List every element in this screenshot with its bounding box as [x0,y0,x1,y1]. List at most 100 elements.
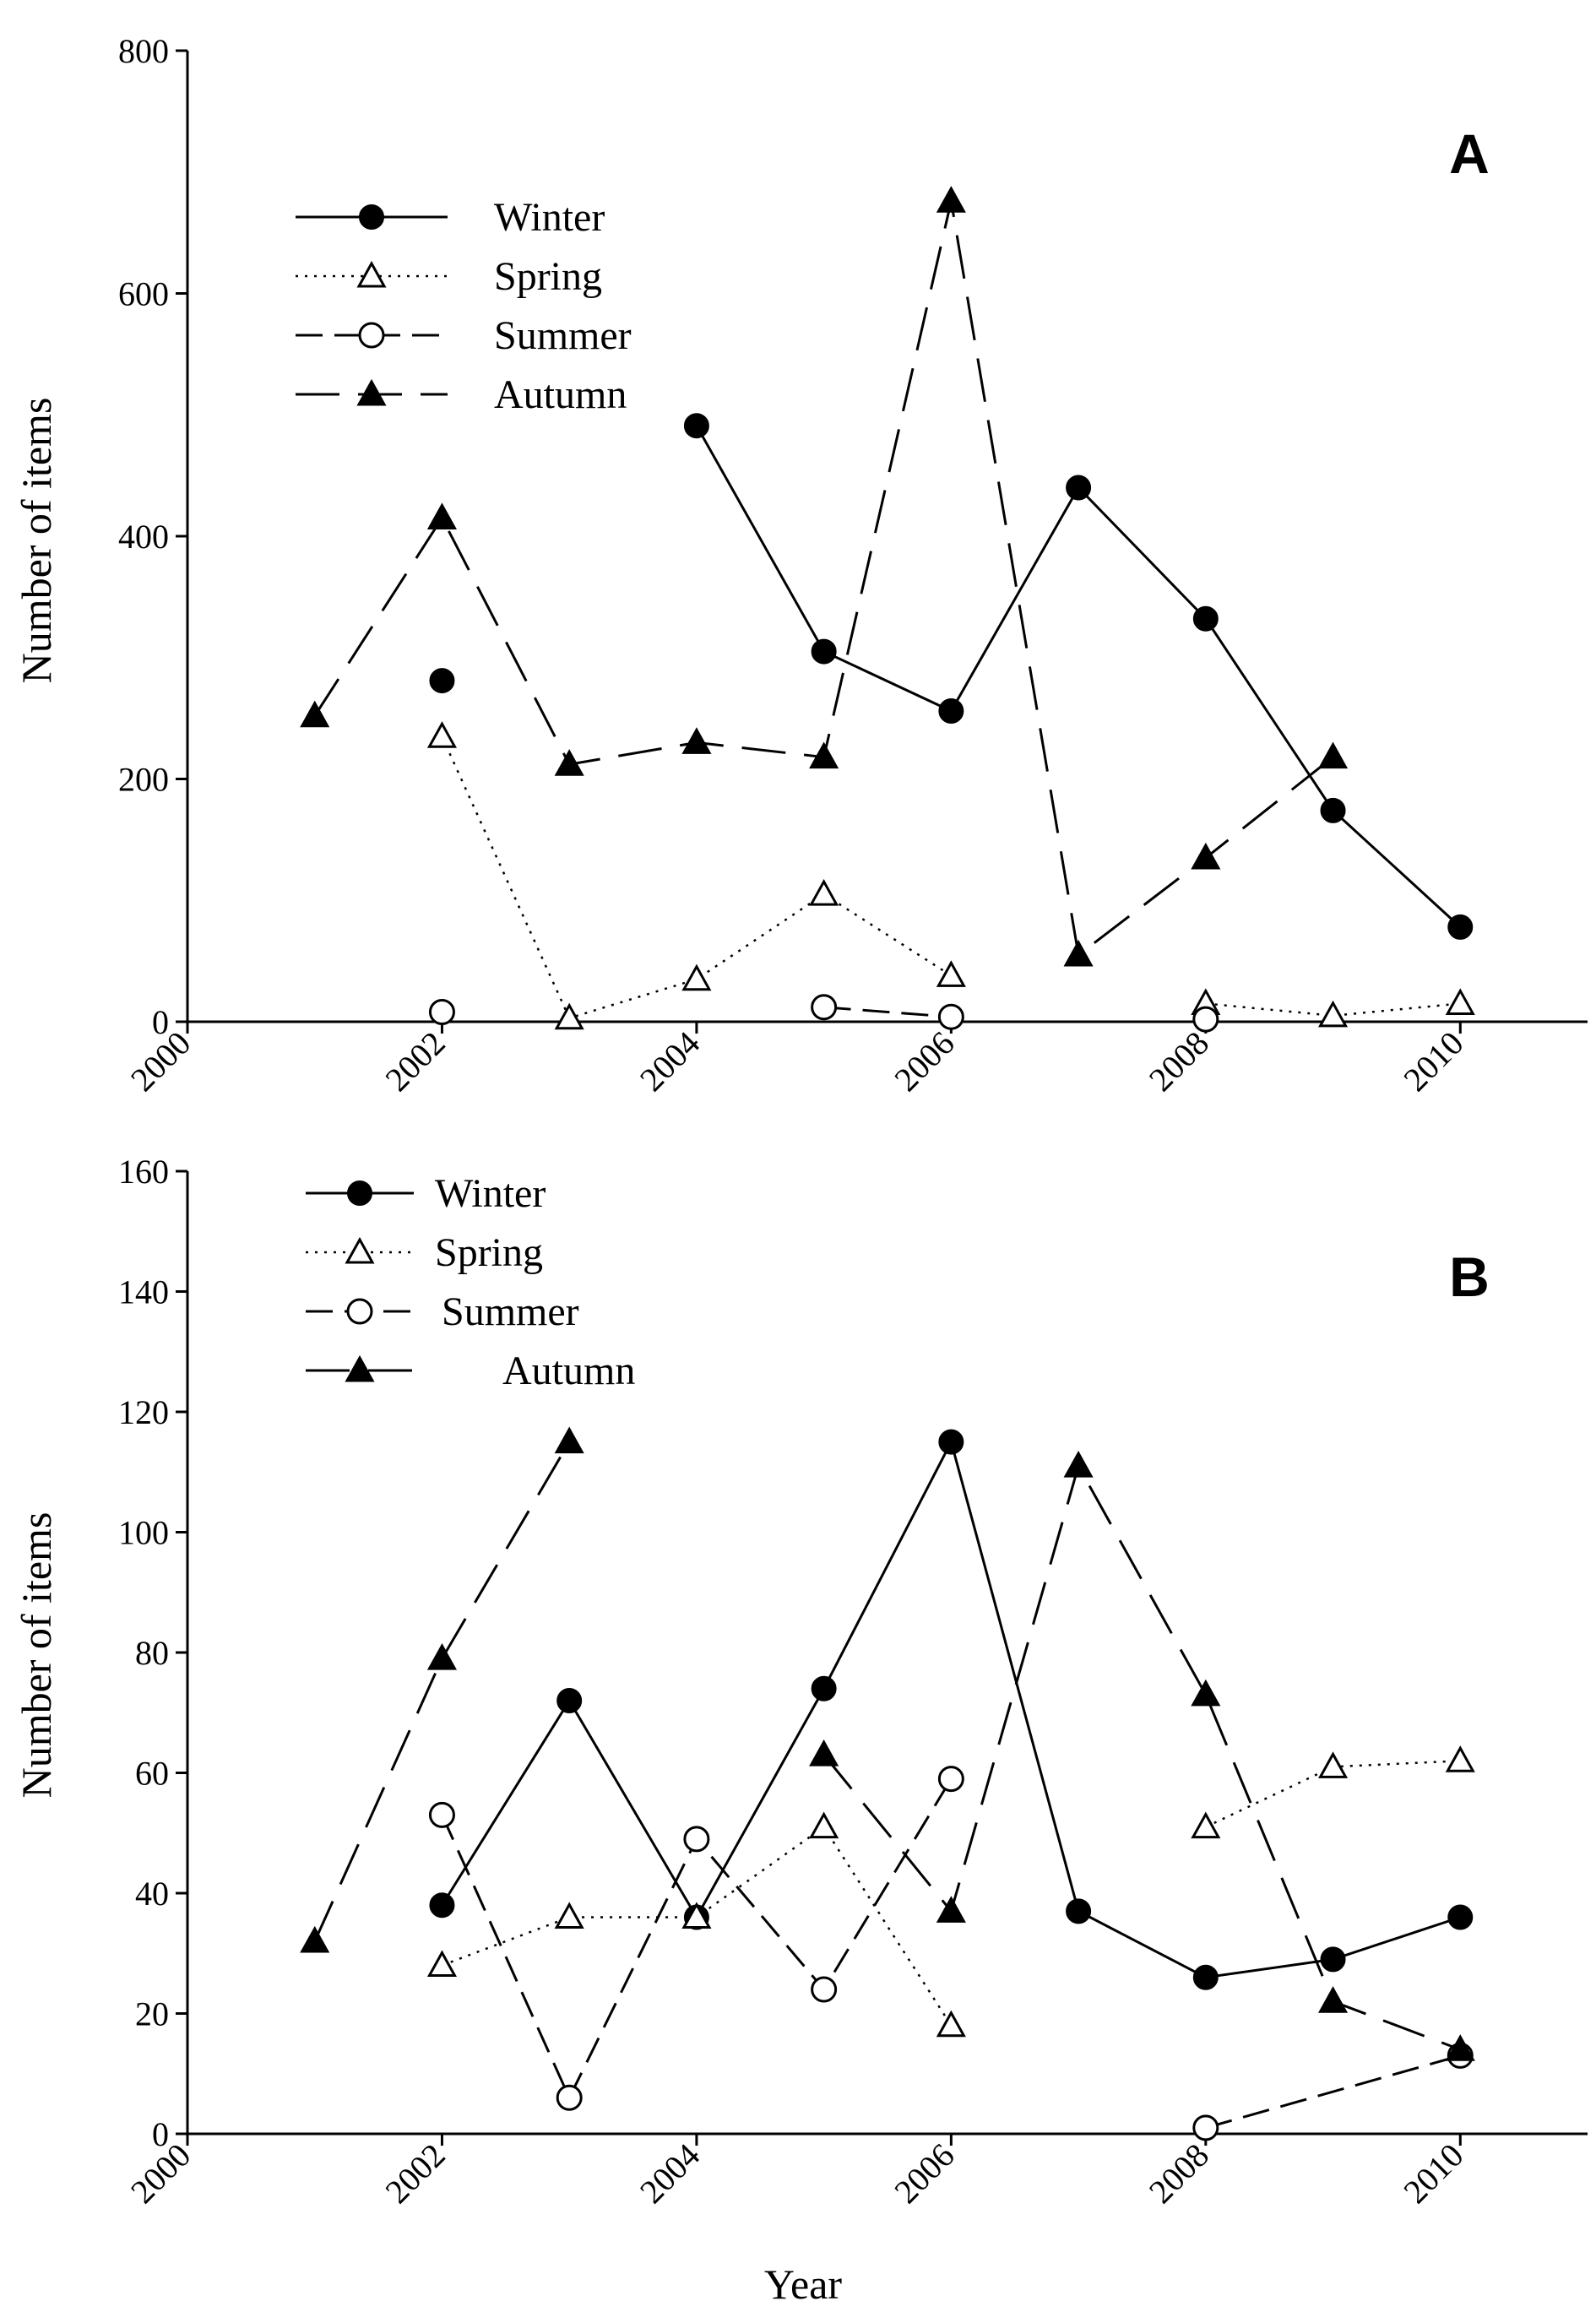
series-autumn [300,1426,1475,2061]
y-tick-label: 0 [152,1003,169,1041]
data-point [300,700,330,728]
data-point [681,727,712,754]
panel-a: 0 200 400 600 800 2000 2002 2004 2006 2008 2010 Num… [13,32,1588,1099]
data-point [554,1002,584,1030]
y-tick-label: 160 [118,1153,169,1191]
legend-marker [346,1298,373,1325]
data-point [938,698,964,724]
y-tick-label: 800 [118,32,169,70]
data-point [1191,1811,1221,1839]
legend-label: Summer [494,313,632,358]
data-point [936,186,966,213]
data-point [1192,605,1219,632]
series-line [1205,2054,1461,2130]
x-tick-label: 2006 [887,2136,961,2211]
data-point [811,994,838,1021]
series-line [313,200,1334,958]
data-point [938,1429,964,1455]
series-autumn [300,186,1349,967]
data-point [1063,1451,1094,1478]
series-line [441,735,953,1020]
data-point [1317,1986,1349,2013]
x-tick-label: 2000 [123,2136,198,2211]
data-point [426,502,458,529]
legend-label: Summer [442,1289,579,1334]
series-spring [426,721,1475,1030]
y-tick-label: 200 [118,761,169,799]
legend-marker [356,378,387,406]
legend-marker [347,1180,372,1206]
y-tick-label: 0 [152,2115,169,2153]
legend-label: Autumn [502,1349,635,1393]
data-point [809,741,839,769]
data-point [1063,939,1094,967]
panel-label: A [1449,122,1490,185]
series-summer [428,1766,1474,2141]
x-tick-label: 2008 [1142,2136,1216,2211]
series-winter [429,413,1474,940]
data-point [1445,1745,1475,1772]
y-tick-label: 100 [118,1514,169,1552]
data-point [429,668,455,694]
data-point [1447,914,1474,940]
legend-marker [345,1236,375,1264]
data-point [811,1675,837,1701]
x-tick-label: 2002 [377,1024,452,1099]
legend-marker [358,322,385,349]
data-point [809,1739,839,1767]
data-point [426,721,458,748]
legend-marker [345,1354,375,1382]
data-point [1066,1898,1092,1924]
legend-label: Winter [494,195,605,240]
data-point [1320,797,1346,823]
data-point [1317,1751,1349,1778]
x-tick-label: 2008 [1142,1024,1216,1099]
legend-label: Spring [435,1230,543,1275]
data-point [811,1976,838,2003]
x-axis-title: Year [764,2260,842,2308]
data-point [554,1426,584,1454]
x-tick-label: 2002 [377,2136,452,2211]
data-point [1447,1904,1474,1930]
legend-label: Autumn [494,372,627,417]
data-point [1317,1000,1349,1028]
legend: Winter Spring Summer Autumn [296,195,632,417]
data-point [300,1925,330,1953]
data-point [936,1896,966,1923]
y-axis-title: Number of items [13,1512,60,1799]
data-point [428,999,455,1025]
data-point [811,638,837,665]
data-point [554,749,584,776]
y-tick-label: 60 [135,1755,169,1793]
x-tick-label: 2010 [1396,1024,1470,1099]
x-tick-label: 2006 [887,1024,961,1099]
data-point [1192,1964,1219,1990]
legend-marker [359,204,384,230]
data-point [1445,988,1475,1015]
y-axis-title: Number of items [13,398,60,684]
series-line [313,1441,571,1942]
series-winter [429,1429,1474,1990]
data-point [429,1892,455,1919]
legend: Winter Spring Summer Autumn [306,1171,635,1393]
data-point [681,963,712,991]
data-point [809,1811,839,1839]
data-point [556,2084,583,2111]
data-point [426,1643,458,1670]
data-point [936,960,966,987]
panel-b: 0 20 40 60 80 100 120 140 160 2000 2002 2004 2006 200… [13,1153,1588,2308]
data-point [1317,741,1349,769]
y-tick-label: 400 [118,518,169,556]
data-point [1191,842,1221,870]
data-point [1192,1006,1219,1033]
data-point [681,1902,712,1929]
data-point [1192,2114,1219,2141]
data-point [937,1003,964,1030]
data-point [428,1801,455,1828]
data-point [1066,475,1092,501]
series-line [695,425,1462,928]
series-line [822,1463,1461,2051]
data-point [809,878,839,906]
